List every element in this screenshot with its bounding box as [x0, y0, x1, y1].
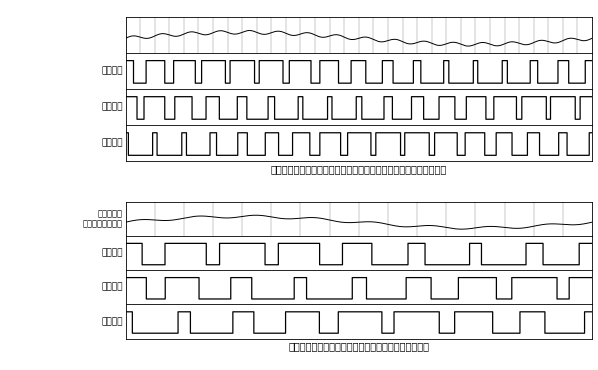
Text: 結果として
もたらされる電流: 結果として もたらされる電流	[83, 209, 123, 228]
Text: 相２電圧: 相２電圧	[101, 283, 123, 292]
Text: （ｂ）位相／周波数可変型ＰＷＭによるサンプリング: （ｂ）位相／周波数可変型ＰＷＭによるサンプリング	[288, 342, 429, 351]
Text: 相１電圧: 相１電圧	[101, 66, 123, 75]
Text: （ａ）通常型のＰＷＭ、ＳＷＭ又はＳＶＰＷＭによるサンプリング: （ａ）通常型のＰＷＭ、ＳＷＭ又はＳＶＰＷＭによるサンプリング	[271, 164, 447, 174]
Text: 相３電圧: 相３電圧	[101, 138, 123, 147]
Text: 相３電圧: 相３電圧	[101, 317, 123, 326]
Text: 相１電圧: 相１電圧	[101, 249, 123, 258]
Text: 相２電圧: 相２電圧	[101, 102, 123, 111]
